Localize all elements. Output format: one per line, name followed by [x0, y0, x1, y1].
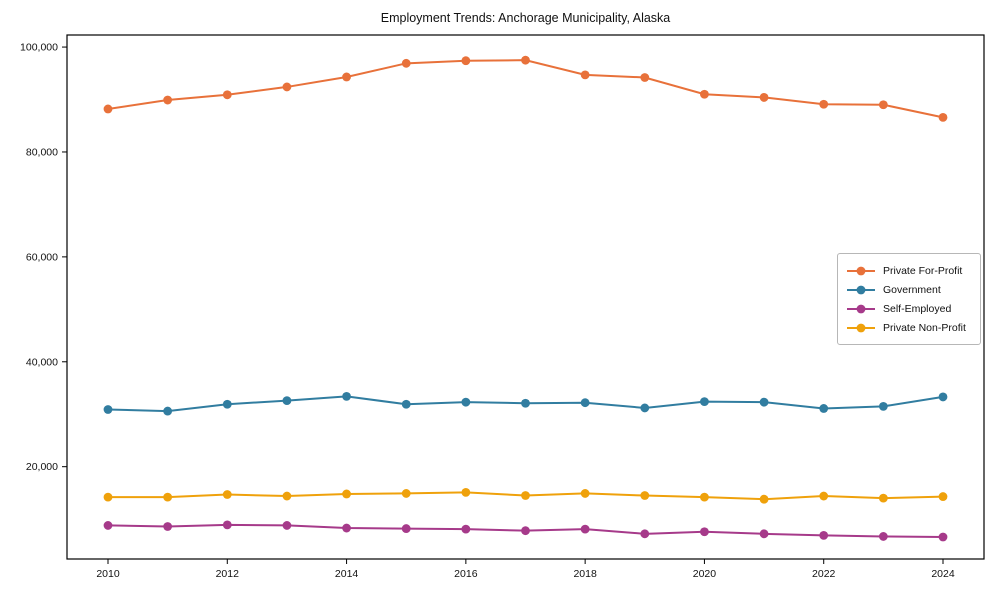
- data-point-private-non-profit: [342, 489, 351, 499]
- legend-entry-private-non-profit: Private Non-Profit: [846, 319, 972, 337]
- series-line-private-for-profit: [107, 59, 944, 119]
- x-tick-label: 2020: [693, 568, 717, 580]
- data-point-private-for-profit: [222, 90, 232, 100]
- data-point-private-non-profit: [103, 492, 113, 502]
- x-tick-label: 2016: [454, 568, 478, 580]
- data-point-government: [103, 405, 113, 414]
- y-tick-label: 40,000: [26, 356, 58, 368]
- x-tick-label: 2012: [216, 568, 240, 580]
- x-tick-label: 2014: [335, 568, 359, 580]
- data-point-private-non-profit: [580, 489, 590, 498]
- data-point-private-for-profit: [700, 89, 709, 99]
- data-point-private-for-profit: [342, 72, 351, 82]
- data-point-government: [700, 397, 709, 407]
- data-point-private-non-profit: [700, 492, 709, 502]
- legend-entry-government: Government: [846, 281, 972, 299]
- data-point-self-employed: [461, 524, 471, 534]
- y-tick-label: 100,000: [20, 42, 58, 54]
- data-point-private-non-profit: [401, 489, 411, 498]
- data-point-private-for-profit: [401, 58, 411, 68]
- legend-marker-icon: [847, 323, 875, 333]
- data-point-self-employed: [759, 529, 769, 539]
- data-point-private-non-profit: [640, 491, 650, 500]
- data-point-government: [282, 396, 292, 405]
- legend-label: Private Non-Profit: [883, 322, 966, 334]
- data-point-government: [759, 397, 769, 407]
- data-point-private-for-profit: [580, 70, 590, 80]
- data-point-self-employed: [819, 530, 829, 540]
- data-point-self-employed: [282, 521, 292, 530]
- y-tick-label: 60,000: [26, 251, 58, 263]
- data-point-government: [819, 404, 829, 413]
- legend-label: Private For-Profit: [883, 265, 963, 277]
- data-point-self-employed: [700, 527, 709, 537]
- data-point-government: [521, 398, 530, 408]
- data-point-government: [342, 391, 351, 401]
- data-point-private-for-profit: [759, 93, 769, 102]
- data-point-self-employed: [222, 520, 232, 530]
- data-point-private-for-profit: [640, 73, 650, 82]
- data-point-private-non-profit: [222, 490, 232, 499]
- data-point-government: [580, 398, 590, 408]
- data-point-government: [938, 392, 948, 402]
- data-point-self-employed: [878, 532, 888, 541]
- x-tick-label: 2010: [96, 568, 120, 580]
- data-point-private-non-profit: [461, 487, 471, 497]
- data-point-government: [401, 399, 411, 409]
- data-point-private-non-profit: [521, 491, 530, 500]
- legend-entry-self-employed: Self-Employed: [846, 300, 972, 318]
- x-tick-label: 2022: [812, 568, 836, 580]
- legend: Private For-Profit Government Self-Employe…: [837, 253, 981, 345]
- data-point-private-non-profit: [163, 492, 173, 502]
- data-point-private-non-profit: [819, 491, 829, 501]
- data-point-private-non-profit: [282, 491, 292, 501]
- data-point-private-for-profit: [163, 95, 173, 105]
- data-point-self-employed: [580, 524, 590, 534]
- data-point-government: [163, 406, 173, 416]
- data-point-self-employed: [640, 529, 650, 539]
- x-tick-label: 2024: [931, 568, 955, 580]
- data-point-government: [640, 403, 650, 413]
- data-point-private-non-profit: [938, 492, 948, 501]
- y-tick-label: 20,000: [26, 461, 58, 473]
- data-point-self-employed: [103, 521, 113, 530]
- data-point-private-for-profit: [819, 99, 829, 109]
- data-point-self-employed: [521, 526, 530, 536]
- x-tick-label: 2018: [573, 568, 597, 580]
- data-point-self-employed: [163, 522, 173, 531]
- data-point-private-non-profit: [878, 493, 888, 503]
- data-point-private-for-profit: [461, 56, 471, 66]
- chart-title: Employment Trends: Anchorage Municipalit…: [380, 11, 671, 25]
- data-point-private-for-profit: [282, 82, 292, 92]
- data-point-private-for-profit: [938, 112, 948, 122]
- data-point-government: [878, 401, 888, 411]
- legend-marker-icon: [847, 304, 875, 314]
- data-point-private-non-profit: [759, 494, 769, 504]
- y-tick-label: 80,000: [26, 146, 58, 158]
- legend-marker-icon: [847, 285, 875, 295]
- plot-frame: [66, 34, 985, 560]
- legend-marker-icon: [847, 266, 875, 276]
- data-point-self-employed: [401, 524, 411, 533]
- legend-entry-private-for-profit: Private For-Profit: [846, 262, 972, 280]
- data-point-private-for-profit: [103, 104, 113, 114]
- data-point-self-employed: [342, 523, 351, 533]
- data-point-private-for-profit: [878, 100, 888, 110]
- data-point-self-employed: [938, 532, 948, 542]
- data-point-government: [461, 397, 471, 407]
- data-point-private-for-profit: [521, 55, 530, 65]
- data-point-government: [222, 399, 232, 409]
- legend-label: Self-Employed: [883, 303, 952, 315]
- legend-label: Government: [883, 284, 941, 296]
